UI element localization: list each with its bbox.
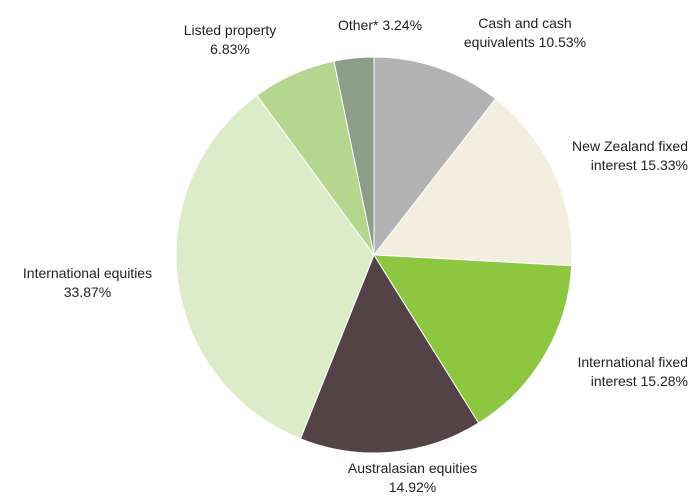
slice-label: Cash and cash equivalents 10.53% xyxy=(455,14,595,52)
category-name: International equities xyxy=(22,265,153,281)
category-name: Listed property xyxy=(183,22,277,38)
category-name: Cash and cash equivalents xyxy=(463,15,572,50)
pie-slice xyxy=(299,253,480,454)
slice-label: International fixed interest 15.28% xyxy=(548,353,688,391)
pie-slice xyxy=(333,56,375,256)
pie-slice xyxy=(373,56,497,257)
value-label: 6.83% xyxy=(210,41,250,57)
category-name: International fixed interest xyxy=(577,354,688,389)
slice-label: Listed property 6.83% xyxy=(165,21,295,59)
value-label: 3.24% xyxy=(382,17,423,33)
slice-label: International equities 33.87% xyxy=(5,264,170,302)
category-name: Australasian equities xyxy=(347,460,478,476)
value-label: 33.87% xyxy=(63,284,112,300)
value-label: 14.92% xyxy=(388,479,437,495)
value-label: 15.33% xyxy=(640,157,688,173)
slice-label: New Zealand fixed interest 15.33% xyxy=(548,137,688,175)
category-name: Other* xyxy=(337,17,379,33)
value-label: 10.53% xyxy=(538,34,587,50)
slice-label: Other* 3.24% xyxy=(325,16,435,35)
value-label: 15.28% xyxy=(640,373,688,389)
slice-label: Australasian equities 14.92% xyxy=(325,459,500,497)
pie-slice xyxy=(175,94,375,440)
category-name: New Zealand fixed interest xyxy=(572,138,688,173)
pie-slice xyxy=(373,98,573,267)
pie-slice xyxy=(373,254,573,424)
